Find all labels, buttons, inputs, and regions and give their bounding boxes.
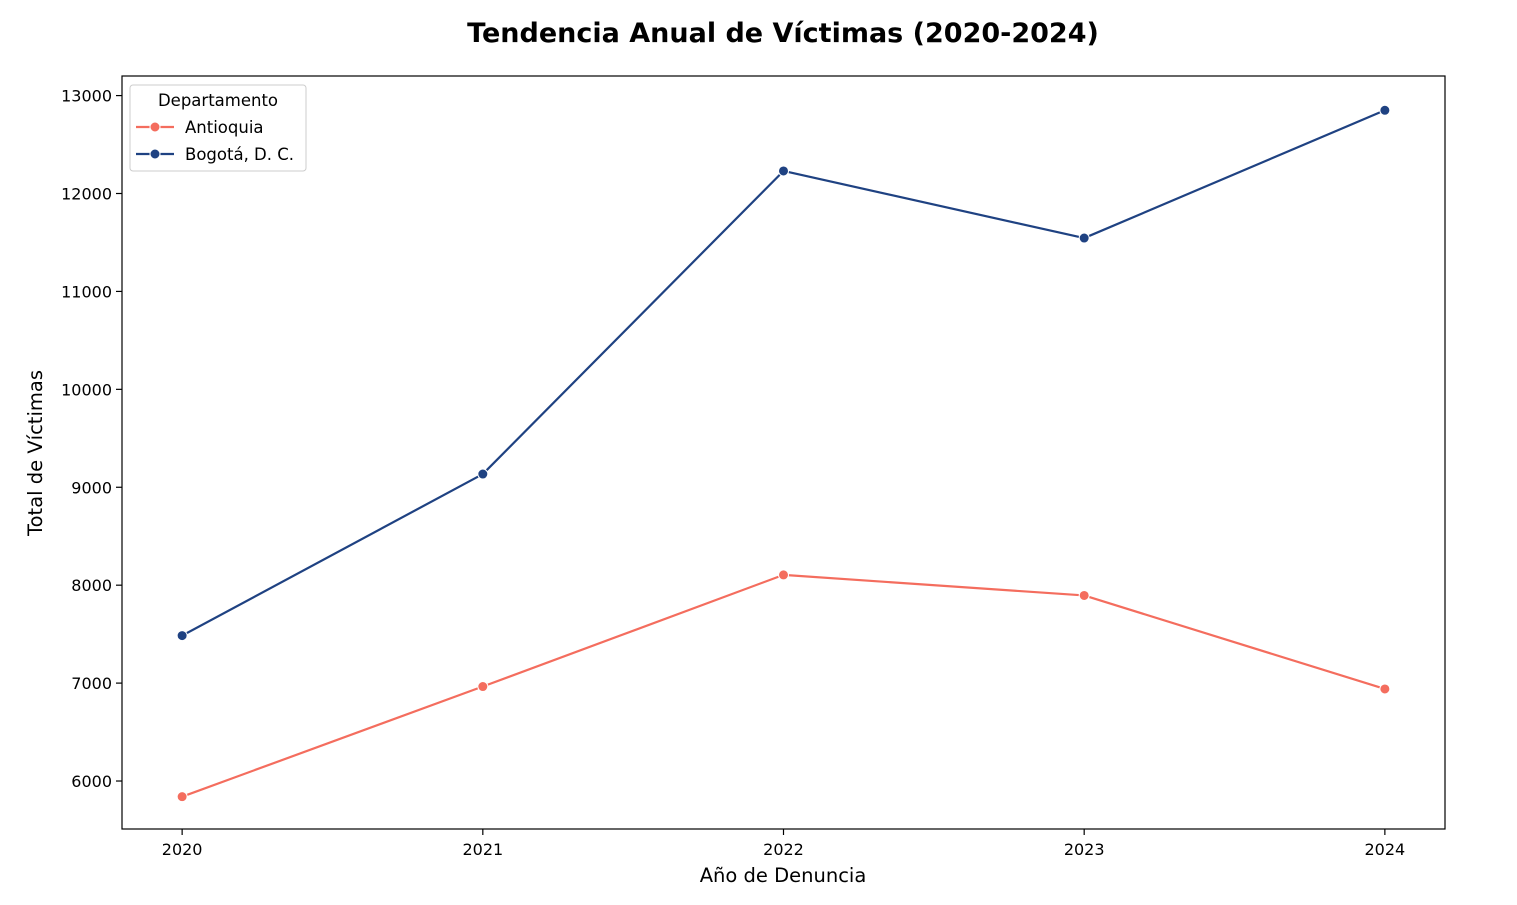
x-tick-label: 2022 — [763, 840, 804, 859]
series-antioquia — [176, 569, 1391, 803]
data-point-antioquia — [1078, 589, 1090, 601]
legend-box — [129, 84, 307, 172]
legend-label-antioquia: Antioquia — [185, 118, 264, 137]
legend-marker-antioquia — [149, 121, 161, 133]
y-tick-label: 11000 — [61, 282, 112, 301]
x-tick-label: 2023 — [1064, 840, 1105, 859]
y-tick-label: 8000 — [71, 576, 112, 595]
data-point-bogota-d-c — [176, 630, 188, 642]
y-tick-label: 9000 — [71, 478, 112, 497]
series-bogota-d-c — [176, 104, 1391, 642]
y-tick-label: 7000 — [71, 674, 112, 693]
data-point-bogota-d-c — [778, 165, 789, 177]
x-tick-label: 2021 — [462, 840, 503, 859]
series-line-antioquia — [181, 573, 1386, 798]
data-point-antioquia — [477, 681, 489, 693]
y-tick-label: 13000 — [61, 87, 112, 106]
data-point-bogota-d-c — [1078, 232, 1090, 244]
series-layer — [176, 104, 1391, 803]
y-axis: 6000 7000 8000 9000 10000 11000 12000 13000 — [61, 87, 122, 791]
data-point-antioquia — [176, 791, 188, 803]
y-tick-label: 12000 — [61, 185, 112, 204]
x-tick-label: 2024 — [1365, 840, 1406, 859]
y-axis-label: Total de Víctimas — [24, 370, 47, 537]
x-axis-label: Año de Denuncia — [700, 864, 867, 887]
data-point-antioquia — [778, 569, 789, 581]
y-tick-label: 10000 — [61, 380, 112, 399]
data-point-bogota-d-c — [1379, 104, 1391, 116]
y-tick-label: 6000 — [71, 772, 112, 791]
chart-title: Tendencia Anual de Víctimas (2020-2024) — [467, 18, 1099, 49]
legend-entries: Antioquia Bogotá, D. C. — [136, 118, 294, 164]
data-point-antioquia — [1379, 683, 1391, 695]
legend-label-bogota-d-c: Bogotá, D. C. — [185, 145, 294, 164]
plot-frame — [121, 75, 1446, 830]
legend: Departamento Antioquia Bogotá, D. C. — [129, 84, 307, 172]
x-axis: 2020 2021 2022 2023 2024 — [162, 829, 1405, 859]
legend-title: Departamento — [158, 91, 278, 110]
legend-marker-bogota-d-c — [149, 148, 161, 160]
x-tick-label: 2020 — [162, 840, 203, 859]
series-line-bogota-d-c — [181, 109, 1386, 637]
data-point-bogota-d-c — [477, 468, 489, 480]
